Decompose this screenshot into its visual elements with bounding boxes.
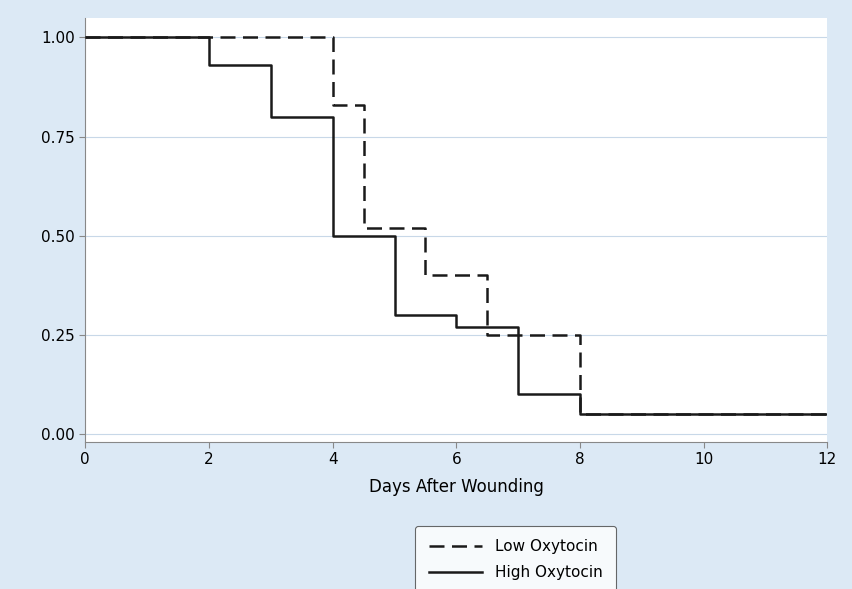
X-axis label: Days After Wounding: Days After Wounding <box>368 478 544 497</box>
Legend: Low Oxytocin, High Oxytocin: Low Oxytocin, High Oxytocin <box>415 526 615 589</box>
